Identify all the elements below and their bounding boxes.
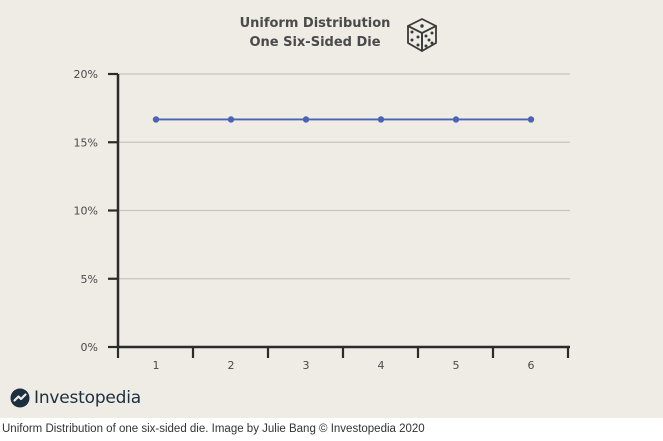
investopedia-logo-icon [10,388,30,408]
y-tick-label: 15% [74,136,98,149]
data-point [227,116,235,123]
data-point [452,116,460,123]
x-tick-label: 2 [228,359,235,372]
data-point [527,116,535,123]
chart-plot: 0% 5% 10% 15% 20% 1 2 3 4 5 6 [74,68,570,372]
image-caption: Uniform Distribution of one six-sided di… [2,423,425,435]
data-point [377,116,385,123]
investopedia-logo: Investopedia [10,388,141,408]
x-tick-label: 1 [153,359,160,372]
y-tick-label: 5% [81,273,98,286]
dice-icon [407,18,437,52]
chart-subtitle: One Six-Sided Die [249,35,381,50]
chart-title: Uniform Distribution [239,16,391,31]
x-tick-label: 4 [378,359,385,372]
y-tick-label: 0% [81,341,98,354]
y-tick-label: 20% [74,68,98,81]
chart-figure: 0% 5% 10% 15% 20% 1 2 3 4 5 6 Uniform Distribution… [0,0,663,418]
logo-text: Investopedia [34,388,142,408]
x-tick-label: 5 [453,359,460,372]
x-tick-label: 3 [303,359,310,372]
data-point [302,116,310,123]
data-point [152,116,160,123]
x-tick-label: 6 [528,359,535,372]
y-tick-label: 10% [74,205,98,218]
